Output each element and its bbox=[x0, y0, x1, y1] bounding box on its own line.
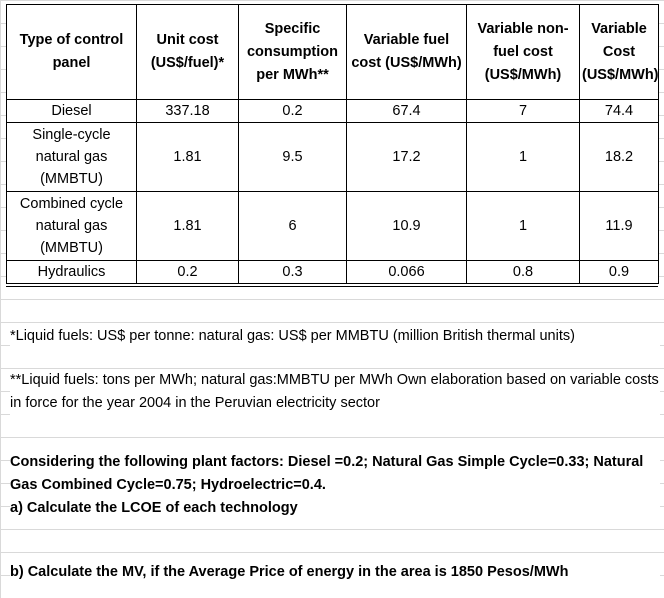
question-a: a) Calculate the LCOE of each technology bbox=[10, 497, 660, 520]
header-specific-consumption: Specific consumption per MWh** bbox=[238, 4, 347, 100]
cell-type: Single-cycle natural gas (MMBTU) bbox=[6, 122, 137, 192]
cell-unit-cost: 337.18 bbox=[136, 99, 239, 123]
footnote-unit-cost: *Liquid fuels: US$ per tonne: natural ga… bbox=[10, 325, 660, 348]
header-type-of-control-panel: Type of control panel bbox=[6, 4, 137, 100]
cell-variable-cost: 74.4 bbox=[579, 99, 659, 123]
cell-variable-fuel-cost: 67.4 bbox=[346, 99, 467, 123]
cell-variable-cost: 18.2 bbox=[579, 122, 659, 192]
cell-variable-fuel-cost: 17.2 bbox=[346, 122, 467, 192]
cell-unit-cost: 0.2 bbox=[136, 260, 239, 284]
cell-variable-non-fuel-cost: 1 bbox=[466, 122, 580, 192]
cell-variable-non-fuel-cost: 0.8 bbox=[466, 260, 580, 284]
table-row: Hydraulics 0.2 0.3 0.066 0.8 0.9 bbox=[6, 260, 659, 284]
cell-unit-cost: 1.81 bbox=[136, 122, 239, 192]
cell-variable-cost: 11.9 bbox=[579, 191, 659, 261]
header-variable-non-fuel-cost: Variable non-fuel cost (US$/MWh) bbox=[466, 4, 580, 100]
header-unit-cost: Unit cost (US$/fuel)* bbox=[136, 4, 239, 100]
table-row: Single-cycle natural gas (MMBTU) 1.81 9.… bbox=[6, 122, 659, 192]
cell-variable-fuel-cost: 0.066 bbox=[346, 260, 467, 284]
table-header-row: Type of control panel Unit cost (US$/fue… bbox=[6, 4, 659, 100]
cell-unit-cost: 1.81 bbox=[136, 191, 239, 261]
question-b: b) Calculate the MV, if the Average Pric… bbox=[10, 561, 660, 584]
cell-variable-non-fuel-cost: 7 bbox=[466, 99, 580, 123]
question-intro: Considering the following plant factors:… bbox=[10, 451, 660, 497]
table-row: Diesel 337.18 0.2 67.4 7 74.4 bbox=[6, 99, 659, 123]
cell-type: Diesel bbox=[6, 99, 137, 123]
cell-variable-non-fuel-cost: 1 bbox=[466, 191, 580, 261]
footnote-specific-consumption: **Liquid fuels: tons per MWh; natural ga… bbox=[10, 369, 660, 415]
cell-variable-cost: 0.9 bbox=[579, 260, 659, 284]
cell-type: Combined cycle natural gas (MMBTU) bbox=[6, 191, 137, 261]
cell-variable-fuel-cost: 10.9 bbox=[346, 191, 467, 261]
cell-type: Hydraulics bbox=[6, 260, 137, 284]
header-variable-fuel-cost: Variable fuel cost (US$/MWh) bbox=[346, 4, 467, 100]
header-variable-cost: Variable Cost (US$/MWh) bbox=[579, 4, 659, 100]
table-row: Combined cycle natural gas (MMBTU) 1.81 … bbox=[6, 191, 659, 261]
cell-specific-consumption: 0.2 bbox=[238, 99, 347, 123]
table-outline-bottom bbox=[6, 286, 658, 287]
cell-specific-consumption: 6 bbox=[238, 191, 347, 261]
variable-cost-table: Type of control panel Unit cost (US$/fue… bbox=[6, 4, 659, 284]
cell-specific-consumption: 9.5 bbox=[238, 122, 347, 192]
cell-specific-consumption: 0.3 bbox=[238, 260, 347, 284]
